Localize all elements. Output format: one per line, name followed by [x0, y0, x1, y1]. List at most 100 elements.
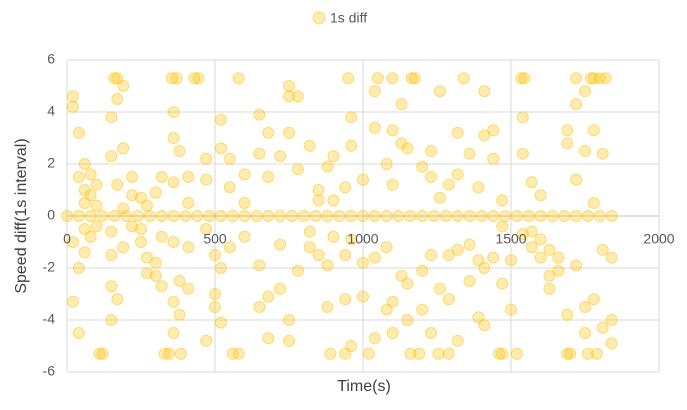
point	[534, 233, 547, 246]
point	[283, 126, 295, 139]
point	[552, 264, 565, 277]
point	[561, 347, 574, 360]
point	[155, 171, 168, 183]
point	[126, 189, 139, 202]
point	[214, 210, 227, 222]
point	[274, 282, 287, 295]
point	[496, 194, 509, 207]
point	[283, 334, 295, 347]
point	[174, 347, 187, 360]
point	[291, 163, 304, 176]
point	[395, 98, 408, 111]
point	[516, 228, 529, 241]
point	[90, 178, 103, 191]
point	[579, 327, 591, 339]
point	[303, 241, 316, 254]
point	[561, 308, 574, 321]
point	[250, 210, 263, 222]
point	[182, 171, 195, 183]
point	[238, 168, 251, 181]
point	[579, 85, 591, 98]
point	[561, 137, 574, 150]
point	[587, 293, 600, 306]
point	[232, 347, 245, 360]
point	[158, 347, 171, 360]
point	[401, 314, 414, 326]
point	[478, 129, 491, 142]
point	[362, 347, 375, 360]
point	[442, 347, 455, 360]
point	[312, 194, 325, 207]
point	[274, 150, 287, 163]
point	[105, 249, 118, 261]
point	[321, 210, 334, 222]
point	[324, 347, 337, 360]
point	[274, 238, 287, 251]
point	[84, 189, 97, 202]
point	[345, 111, 358, 124]
point	[596, 243, 609, 256]
point	[167, 210, 180, 222]
point	[72, 126, 85, 139]
point	[143, 210, 156, 222]
point	[253, 301, 266, 313]
point	[428, 210, 441, 222]
point	[214, 262, 227, 274]
point	[126, 171, 139, 183]
point	[327, 150, 340, 163]
y-tick-label: 0	[47, 207, 55, 223]
point	[386, 178, 399, 191]
point	[345, 210, 358, 222]
x-tick-label: 500	[203, 231, 227, 247]
point	[117, 80, 130, 92]
point	[425, 145, 438, 157]
x-tick-label: 0	[63, 231, 71, 247]
point	[425, 249, 438, 261]
point	[587, 124, 600, 137]
point	[499, 210, 512, 222]
grid	[66, 59, 660, 373]
points	[61, 72, 618, 360]
point	[167, 132, 180, 144]
point	[505, 254, 517, 267]
point	[433, 282, 446, 295]
point	[132, 210, 145, 222]
point	[368, 85, 381, 98]
point	[345, 139, 358, 152]
point	[117, 202, 130, 215]
point	[173, 275, 186, 287]
point	[496, 277, 509, 290]
point	[405, 72, 418, 85]
point	[223, 181, 236, 194]
point	[226, 210, 239, 222]
point	[105, 280, 118, 293]
point	[214, 316, 227, 329]
y-axis-title: Speed diff(1s interval)	[13, 138, 30, 293]
point	[543, 282, 556, 295]
point	[108, 72, 121, 85]
point	[327, 230, 340, 243]
point	[167, 236, 180, 248]
point	[518, 72, 531, 85]
point	[283, 314, 295, 326]
point	[357, 256, 369, 269]
point	[262, 126, 275, 139]
point	[570, 173, 583, 186]
point	[442, 249, 455, 261]
point	[105, 150, 118, 163]
point	[584, 72, 597, 85]
point	[167, 295, 180, 308]
point	[84, 168, 97, 181]
point	[66, 90, 79, 103]
point	[108, 210, 121, 222]
point	[321, 259, 334, 272]
point	[534, 189, 547, 202]
y-tick-label: 6	[47, 51, 55, 67]
point	[192, 72, 205, 85]
point	[78, 246, 91, 259]
point	[564, 347, 577, 360]
point	[386, 295, 399, 308]
point	[214, 113, 227, 126]
point	[66, 236, 79, 248]
point	[283, 80, 295, 92]
